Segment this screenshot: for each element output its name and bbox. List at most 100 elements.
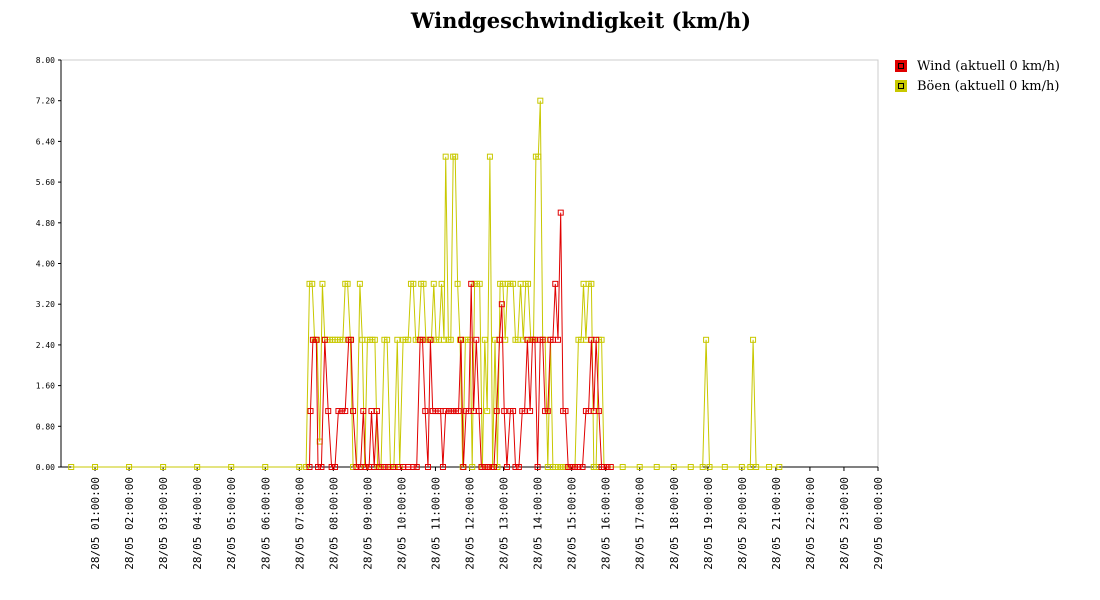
data-point	[413, 464, 420, 470]
data-point	[766, 464, 773, 470]
data-point	[703, 336, 710, 343]
data-point	[303, 464, 310, 470]
data-point	[410, 464, 417, 470]
data-point	[405, 336, 412, 343]
data-point	[492, 336, 499, 343]
data-point	[568, 464, 575, 470]
series-wind	[306, 209, 614, 470]
x-tick-label: 28/05 19:00:00	[702, 477, 715, 570]
data-point	[353, 464, 360, 470]
data-point	[503, 464, 510, 470]
x-tick-label: 28/05 01:00:00	[89, 477, 102, 570]
x-tick-label: 28/05 04:00:00	[191, 477, 204, 570]
x-tick-label: 28/05 23:00:00	[838, 477, 851, 570]
data-point	[706, 464, 713, 470]
data-point	[484, 408, 491, 415]
y-tick-label: 7.20	[36, 97, 55, 106]
data-point	[446, 408, 453, 415]
data-point	[478, 464, 485, 470]
data-point	[525, 280, 532, 287]
x-tick-label: 28/05 14:00:00	[532, 477, 545, 570]
data-point	[306, 464, 313, 470]
series-line	[71, 100, 780, 468]
data-point	[535, 153, 542, 160]
data-point	[394, 336, 401, 343]
data-point	[493, 408, 500, 415]
data-point	[670, 464, 677, 470]
data-point	[384, 336, 391, 343]
data-point	[92, 464, 99, 470]
data-point	[360, 408, 367, 415]
y-tick-label: 4.00	[36, 260, 55, 269]
data-point	[498, 301, 505, 308]
data-point	[527, 408, 534, 415]
plot-area	[60, 59, 879, 468]
data-point	[339, 336, 346, 343]
data-point	[494, 464, 501, 470]
data-point	[68, 464, 75, 470]
data-point	[262, 464, 269, 470]
data-point	[607, 464, 614, 470]
x-tick-label: 28/05 20:00:00	[736, 477, 749, 570]
data-point	[557, 209, 564, 216]
data-point	[307, 408, 314, 415]
series-layer	[68, 97, 783, 470]
x-tick-label: 28/05 15:00:00	[566, 477, 579, 570]
x-tick-label: 28/05 10:00:00	[395, 477, 408, 570]
legend-swatch-wind	[895, 60, 907, 72]
y-tick-label: 1.60	[36, 382, 55, 391]
data-point	[534, 464, 541, 470]
data-point	[515, 464, 522, 470]
data-point	[350, 408, 357, 415]
legend-item-wind: Wind (aktuell 0 km/h)	[895, 56, 1060, 76]
chart-title: Windgeschwindigkeit (km/h)	[410, 8, 752, 33]
data-point	[321, 336, 328, 343]
x-tick-label: 28/05 22:00:00	[804, 477, 817, 570]
x-axis: 28/05 01:00:00 28/05 02:00:00 28/05 03:00:…	[61, 466, 885, 570]
data-point	[747, 464, 754, 470]
data-point	[356, 280, 363, 287]
data-point	[427, 336, 434, 343]
data-point	[476, 280, 483, 287]
x-tick-label: 28/05 05:00:00	[225, 477, 238, 570]
data-point	[439, 464, 446, 470]
data-point	[544, 408, 551, 415]
x-tick-label: 28/05 07:00:00	[293, 477, 306, 570]
data-point	[194, 464, 201, 470]
data-point	[315, 464, 322, 470]
data-point	[342, 408, 349, 415]
data-point	[555, 336, 562, 343]
y-tick-label: 8.00	[36, 56, 55, 65]
data-point	[373, 408, 380, 415]
data-point	[572, 464, 579, 470]
data-point	[593, 336, 600, 343]
y-axis: 0.00 0.80 1.60 2.40 3.20 4.00 4.80 5.60 6.40 7.20…	[36, 56, 62, 472]
data-point	[619, 464, 626, 470]
data-point	[332, 464, 339, 470]
data-point	[325, 408, 332, 415]
y-tick-label: 2.40	[36, 341, 55, 350]
data-point	[481, 464, 488, 470]
data-point	[371, 336, 378, 343]
x-tick-label: 28/05 21:00:00	[770, 477, 783, 570]
data-point	[469, 464, 476, 470]
data-point	[510, 280, 517, 287]
data-point	[419, 336, 426, 343]
x-tick-label: 29/05 00:00:00	[872, 477, 885, 570]
data-point	[319, 280, 326, 287]
data-point	[438, 280, 445, 287]
data-point	[558, 464, 565, 470]
x-tick-label: 28/05 09:00:00	[361, 477, 374, 570]
data-point	[296, 464, 303, 470]
data-point	[449, 408, 456, 415]
legend-swatch-gusts	[895, 80, 907, 92]
data-point	[160, 464, 167, 470]
data-point	[485, 464, 492, 470]
data-point	[512, 464, 519, 470]
data-point	[126, 464, 133, 470]
data-point	[486, 153, 493, 160]
data-point	[447, 336, 454, 343]
data-point	[539, 336, 546, 343]
data-point	[476, 408, 483, 415]
data-point	[350, 464, 357, 470]
